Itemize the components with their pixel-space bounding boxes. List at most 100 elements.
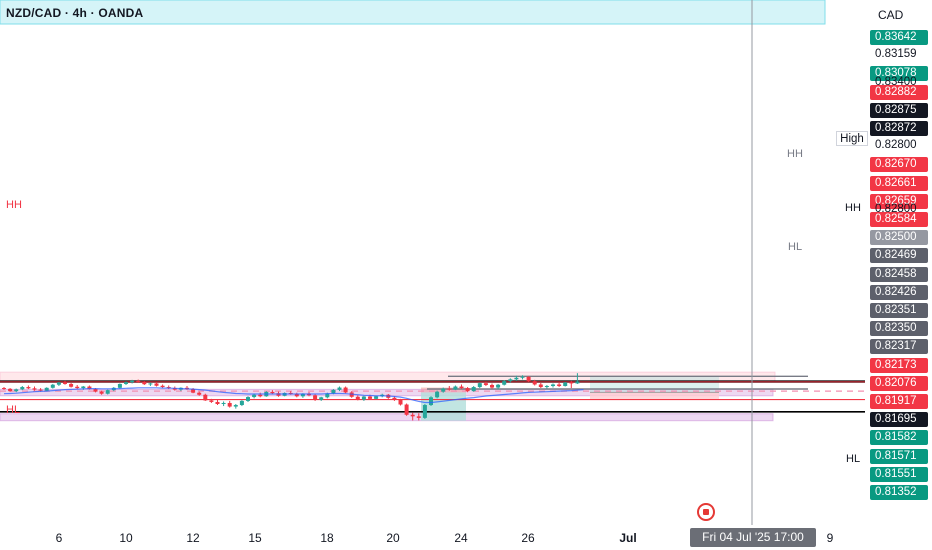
candle-body [69, 383, 74, 387]
candle-body [215, 401, 220, 404]
candle-body [124, 382, 128, 384]
moving-average-line [3, 387, 584, 404]
chart-canvas[interactable] [0, 0, 865, 525]
currency-label[interactable]: CAD [878, 8, 904, 22]
price-tag: 0.82670 [870, 157, 928, 173]
candle-body [154, 383, 159, 386]
candle-body [459, 386, 464, 389]
candle-body [337, 387, 342, 390]
demand-zone-purple-low [0, 413, 774, 422]
hl-left-label: HL [6, 404, 21, 416]
price-tag: 0.83078 [870, 66, 928, 82]
candle-body [496, 384, 501, 388]
candle-body [117, 383, 122, 388]
candle-body [44, 387, 49, 391]
candle-body [99, 391, 104, 394]
candle-body [148, 383, 153, 385]
x-tick-label: 20 [386, 531, 400, 545]
candle-body [368, 396, 372, 399]
candle-body [557, 384, 562, 387]
price-tag: 0.83159 [875, 48, 917, 61]
candle-body [483, 383, 488, 385]
hh-right-label: HH [845, 202, 861, 214]
x-tick-label: 10 [119, 531, 133, 545]
candle-body [258, 394, 263, 397]
hh-left-label: HH [6, 199, 22, 211]
candle-body [502, 381, 507, 385]
candle-body [209, 400, 214, 402]
price-tag: 0.82317 [870, 339, 928, 355]
candle-body [398, 399, 403, 405]
candle-body [422, 405, 427, 418]
candle-body [130, 380, 135, 383]
price-tag: 0.82469 [870, 248, 928, 264]
x-tick-label: 18 [320, 531, 334, 545]
candle-body [197, 392, 202, 395]
price-tag: 0.82076 [870, 375, 928, 391]
price-tag: 0.82584 [870, 212, 928, 227]
x-tick-label: 15 [248, 531, 262, 545]
candle-body [142, 381, 147, 385]
candle-body [105, 390, 110, 394]
candle-body [294, 393, 299, 397]
candle-body [270, 391, 275, 394]
candle-body [319, 397, 324, 400]
candle-body [56, 382, 61, 385]
price-tag: 0.82350 [870, 321, 928, 337]
price-tag: 0.82882 [870, 84, 928, 100]
price-tag: 0.82875 [870, 102, 928, 118]
candle-body [429, 397, 433, 406]
candle-body [471, 387, 476, 392]
candle-body [551, 384, 555, 387]
candle-body [300, 393, 305, 397]
candle-body [374, 396, 379, 399]
candle-body [81, 386, 86, 389]
candle-body [520, 376, 525, 378]
x-tick-label: 24 [454, 531, 468, 545]
candle-body [447, 388, 452, 390]
price-tag: 0.81917 [870, 394, 928, 409]
candle-body [392, 397, 397, 400]
candle-body [544, 386, 549, 388]
crosshair-time-badge: Fri 04 Jul '25 17:00 [690, 528, 816, 547]
chart-area[interactable] [0, 0, 865, 525]
hl-gray-label: HL [788, 241, 803, 253]
candle-body [441, 388, 446, 392]
candle-body [410, 414, 415, 417]
candle-body [563, 382, 568, 387]
price-tag: 0.81352 [870, 485, 928, 500]
y-tick-label: 0.83400 [875, 76, 917, 88]
candle-body [313, 395, 318, 400]
price-tag: 0.82173 [870, 357, 928, 373]
x-tick-label: 26 [521, 531, 535, 545]
candle-body [490, 384, 494, 388]
canada-flag-event-icon[interactable] [697, 503, 715, 521]
price-tag: 0.81571 [870, 448, 928, 464]
candle-body [416, 416, 421, 418]
candle-body [93, 389, 98, 392]
x-tick-label: 9 [826, 531, 834, 545]
price-tag: 0.83642 [870, 30, 928, 45]
high-label: High [836, 131, 868, 146]
candle-body [136, 380, 141, 382]
candle-body [538, 384, 543, 388]
candle-body [453, 386, 458, 390]
candle-body [569, 382, 574, 384]
price-tag: 0.82800 [875, 139, 917, 152]
price-tag: 0.82500 [870, 230, 928, 246]
candle-body [404, 404, 409, 415]
short-target-zone [590, 375, 719, 393]
symbol-title: NZD/CAD · 4h · OANDA [6, 6, 144, 20]
candle-body [325, 393, 330, 398]
price-tag: 0.82872 [870, 121, 928, 136]
hl-right-label: HL [846, 453, 861, 465]
candle-body [575, 381, 580, 384]
price-tag: 0.82458 [870, 266, 928, 282]
candle-body [361, 396, 366, 400]
candle-body [508, 379, 513, 382]
candle-body [465, 388, 470, 392]
candle-body [239, 400, 244, 406]
price-tag: 0.81551 [870, 466, 928, 482]
position-target-zone [421, 392, 466, 421]
candle-body [526, 376, 531, 382]
